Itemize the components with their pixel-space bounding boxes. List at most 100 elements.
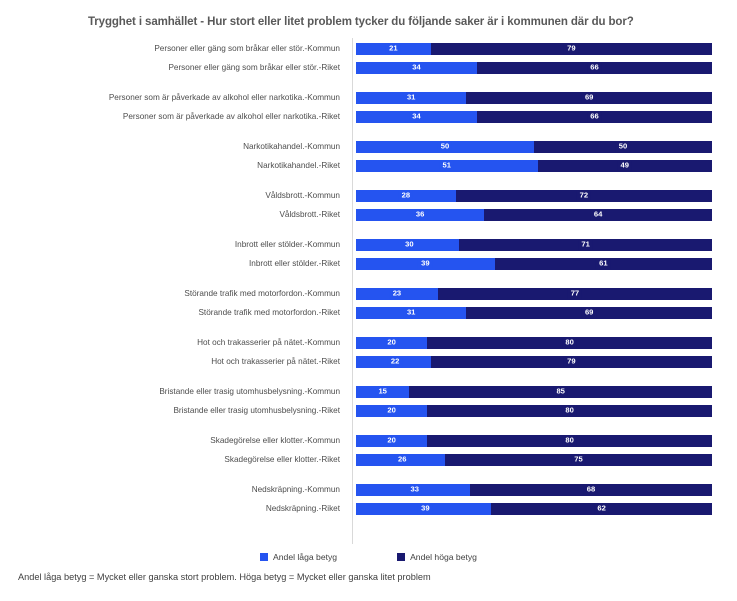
bar-track: 34 66 <box>356 62 712 74</box>
bar-value-low: 39 <box>418 258 433 270</box>
bar-value-high: 80 <box>562 435 577 447</box>
bar-row-label: Narkotikahandel.-Riket <box>257 161 340 170</box>
bar-value-low: 39 <box>418 503 433 515</box>
bar-row: Störande trafik med motorfordon.-Riket 31… <box>0 305 737 324</box>
bar-value-high: 69 <box>581 92 597 104</box>
bar-value-low: 21 <box>386 43 401 55</box>
legend-label-low: Andel låga betyg <box>273 552 338 562</box>
bar-row-label: Hot och trakasserier på nätet.-Kommun <box>197 338 340 347</box>
bar-row-label: Inbrott eller stölder.-Kommun <box>234 240 340 249</box>
bar-value-high: 71 <box>578 239 593 251</box>
bar-value-high: 66 <box>587 62 602 74</box>
bar-value-low: 20 <box>384 337 399 349</box>
bar-row-label: Personer eller gäng som bråkar eller stö… <box>154 44 340 53</box>
bar-row: Våldsbrott.-Kommun 28 72 <box>0 188 737 207</box>
bar-value-low: 28 <box>398 190 414 202</box>
bar-value-high: 66 <box>587 111 602 123</box>
bar-track: 30 71 <box>356 239 712 251</box>
bar-track: 15 85 <box>356 386 712 398</box>
bar-row-label: Narkotikahandel.-Kommun <box>243 142 340 151</box>
bar-track: 22 79 <box>356 356 712 368</box>
bar-track: 31 69 <box>356 92 712 104</box>
bar-value-low: 33 <box>407 484 422 496</box>
bar-group: Personer eller gäng som bråkar eller stö… <box>0 41 737 79</box>
bar-row: Personer som är påverkade av alkohol ell… <box>0 90 737 109</box>
bar-row-label: Skadegörelse eller klotter.-Kommun <box>210 436 340 445</box>
bar-row-label: Personer som är påverkade av alkohol ell… <box>108 93 340 102</box>
bar-track: 21 79 <box>356 43 712 55</box>
bar-value-low: 31 <box>403 92 419 104</box>
bar-row-label: Personer som är påverkade av alkohol ell… <box>122 112 340 121</box>
bar-value-low: 51 <box>439 160 454 172</box>
bar-group: Skadegörelse eller klotter.-Kommun 20 80 Sk… <box>0 433 737 471</box>
legend-item-low[interactable]: Andel låga betyg <box>260 552 337 562</box>
bar-row-label: Bristande eller trasig utomhusbelysning.… <box>159 387 340 396</box>
bar-track: 51 49 <box>356 160 712 172</box>
bar-group: Personer som är påverkade av alkohol ell… <box>0 90 737 128</box>
bar-row-label: Skadegörelse eller klotter.-Riket <box>224 455 340 464</box>
bar-row: Störande trafik med motorfordon.-Kommun 2… <box>0 286 737 305</box>
bar-row: Narkotikahandel.-Riket 51 49 <box>0 158 737 177</box>
bar-value-low: 31 <box>403 307 419 319</box>
bar-row-label: Nedskräpning.-Kommun <box>251 485 340 494</box>
bar-row-label: Nedskräpning.-Riket <box>265 504 340 513</box>
bar-group: Hot och trakasserier på nätet.-Kommun 20 8… <box>0 335 737 373</box>
bar-track: 20 80 <box>356 405 712 417</box>
category-axis-line <box>352 38 353 544</box>
chart-plot-area: Personer eller gäng som bråkar eller stö… <box>0 38 737 544</box>
bar-row-label: Bristande eller trasig utomhusbelysning.… <box>173 406 340 415</box>
bar-row: Narkotikahandel.-Kommun 50 50 <box>0 139 737 158</box>
bar-track: 26 75 <box>356 454 712 466</box>
bar-value-low: 50 <box>437 141 453 153</box>
bar-track: 20 80 <box>356 435 712 447</box>
chart-legend: Andel låga betyg Andel höga betyg <box>0 552 737 562</box>
bar-row: Våldsbrott.-Riket 36 64 <box>0 207 737 226</box>
bar-value-high: 72 <box>576 190 592 202</box>
bar-value-low: 20 <box>384 405 399 417</box>
bar-track: 34 66 <box>356 111 712 123</box>
bar-group: Narkotikahandel.-Kommun 50 50 Narkotikahand… <box>0 139 737 177</box>
legend-item-high[interactable]: Andel höga betyg <box>397 552 477 562</box>
bar-track: 36 64 <box>356 209 712 221</box>
bar-value-high: 80 <box>562 405 577 417</box>
bar-track: 33 68 <box>356 484 712 496</box>
bar-track: 31 69 <box>356 307 712 319</box>
bar-value-high: 61 <box>596 258 611 270</box>
bar-row: Personer som är påverkade av alkohol ell… <box>0 109 737 128</box>
bar-value-low: 20 <box>384 435 399 447</box>
bar-value-high: 75 <box>571 454 586 466</box>
legend-swatch-high-icon <box>397 553 406 561</box>
bar-value-low: 34 <box>409 111 424 123</box>
bar-row: Inbrott eller stölder.-Kommun 30 71 <box>0 237 737 256</box>
bar-value-high: 68 <box>583 484 599 496</box>
bar-row: Inbrott eller stölder.-Riket 39 61 <box>0 256 737 275</box>
bar-value-high: 79 <box>564 356 579 368</box>
bar-track: 23 77 <box>356 288 712 300</box>
bar-value-high: 79 <box>564 43 579 55</box>
bar-track: 20 80 <box>356 337 712 349</box>
bar-track: 39 62 <box>356 503 712 515</box>
bar-value-high: 77 <box>567 288 583 300</box>
bar-row: Nedskräpning.-Kommun 33 68 <box>0 482 737 501</box>
bar-row-label: Inbrott eller stölder.-Riket <box>248 259 340 268</box>
bar-value-low: 23 <box>389 288 405 300</box>
bar-value-high: 49 <box>617 160 632 172</box>
bar-row: Bristande eller trasig utomhusbelysning.… <box>0 384 737 403</box>
bar-group: Bristande eller trasig utomhusbelysning.… <box>0 384 737 422</box>
bar-row-label: Personer eller gäng som bråkar eller stö… <box>168 63 340 72</box>
bar-group: Våldsbrott.-Kommun 28 72 Våldsbrott.-Riket 3… <box>0 188 737 226</box>
bar-value-low: 30 <box>402 239 417 251</box>
bar-track: 28 72 <box>356 190 712 202</box>
bar-value-high: 50 <box>615 141 631 153</box>
bar-track: 50 50 <box>356 141 712 153</box>
bar-row-label: Störande trafik med motorfordon.-Kommun <box>184 289 340 298</box>
bar-value-low: 22 <box>387 356 403 368</box>
bar-value-low: 34 <box>409 62 424 74</box>
legend-label-high: Andel höga betyg <box>410 552 477 562</box>
bar-group: Nedskräpning.-Kommun 33 68 Nedskräpning.-Ri… <box>0 482 737 520</box>
bar-group: Inbrott eller stölder.-Kommun 30 71 Inbrott… <box>0 237 737 275</box>
bar-value-high: 62 <box>594 503 609 515</box>
bar-row: Hot och trakasserier på nätet.-Kommun 20 8… <box>0 335 737 354</box>
bar-value-low: 15 <box>375 386 390 398</box>
bar-track: 39 61 <box>356 258 712 270</box>
